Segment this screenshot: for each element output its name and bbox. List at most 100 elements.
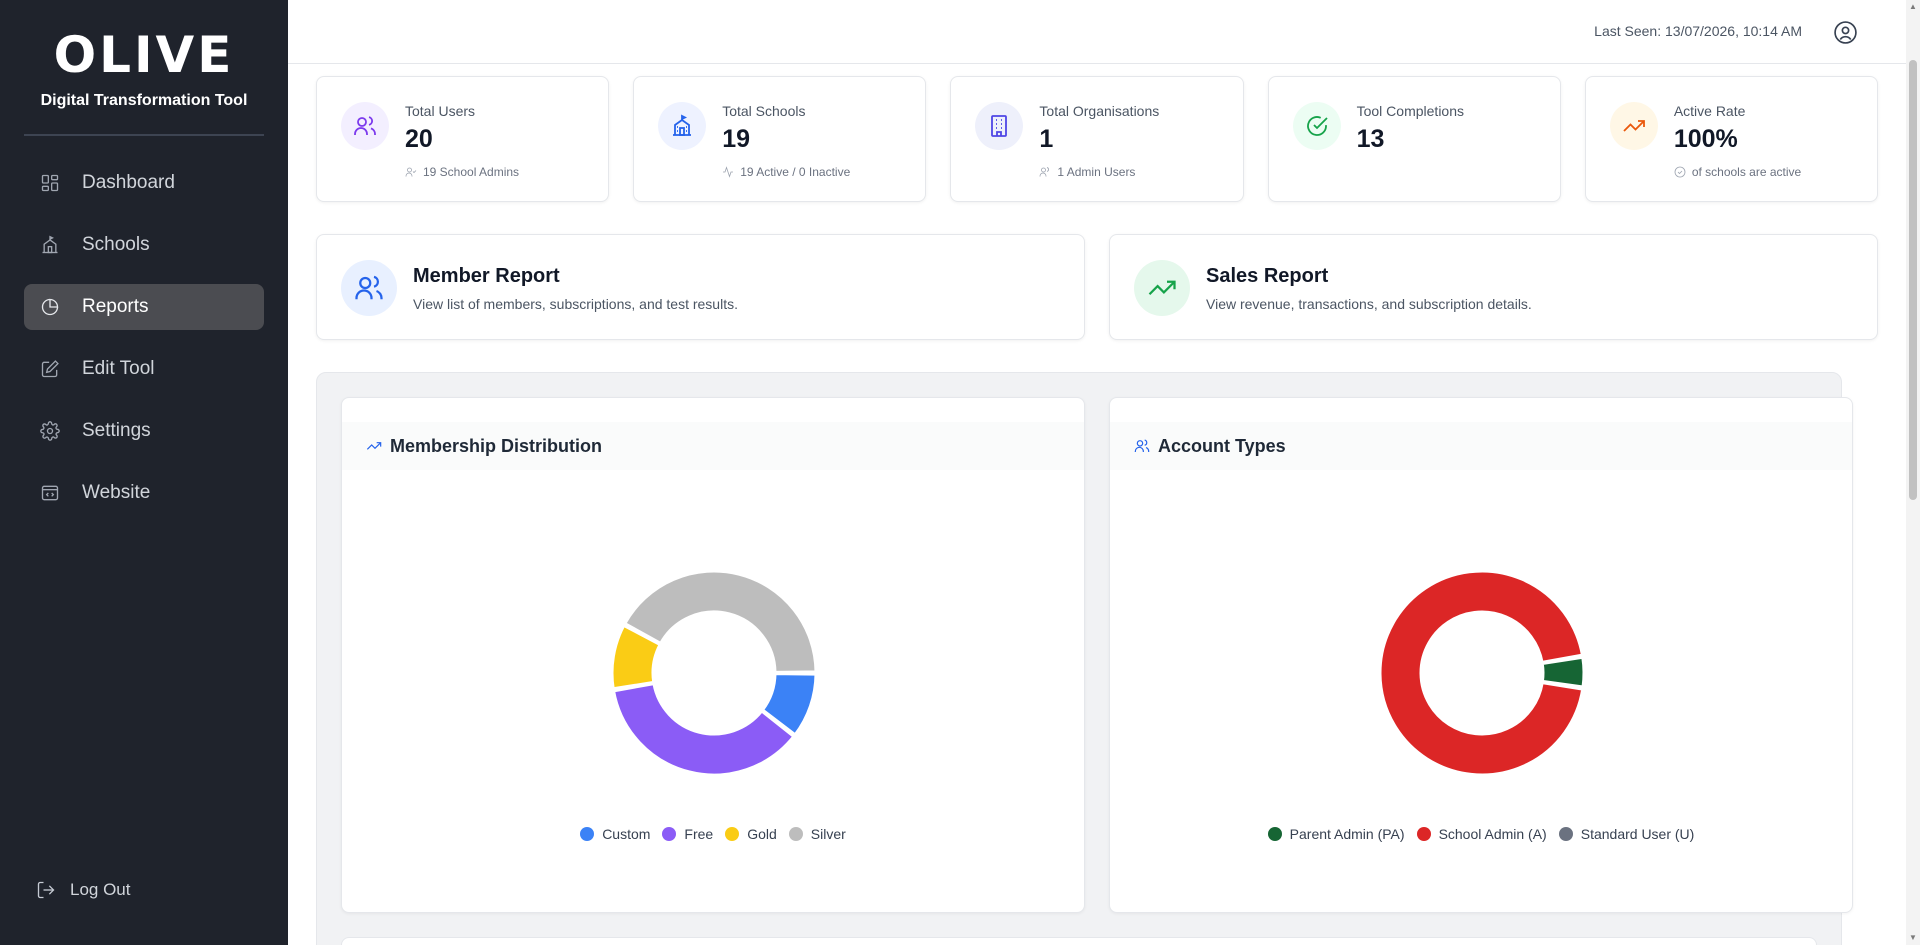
legend-item[interactable]: Silver — [788, 826, 846, 842]
sidebar-item-website[interactable]: Website — [24, 470, 264, 516]
scroll-down-arrow[interactable]: ▼ — [1909, 933, 1917, 942]
stat-sub: 19 Active / 0 Inactive — [740, 165, 851, 179]
legend-swatch — [580, 827, 595, 841]
stat-label: Active Rate — [1673, 103, 1746, 119]
reports-row: Member Report View list of members, subs… — [316, 234, 1878, 340]
stat-value: 20 — [405, 125, 433, 153]
stat-label: Total Organisations — [1039, 103, 1160, 119]
users-icon — [1040, 167, 1050, 177]
stat-sub: 19 School Admins — [423, 165, 520, 179]
stat-label: Tool Completions — [1356, 103, 1464, 119]
report-title: Member Report — [413, 265, 560, 287]
report-description: View revenue, transactions, and subscrip… — [1206, 296, 1532, 312]
legend-label: Silver — [810, 826, 846, 842]
user-check-icon — [405, 167, 417, 177]
check-circle-icon — [1674, 166, 1686, 178]
chart-legend: Custom Free Gold Silver — [342, 826, 1084, 842]
legend-item[interactable]: Free — [662, 826, 713, 842]
last-seen-text: Last Seen: 13/07/2026, 10:14 AM — [1594, 23, 1802, 39]
school-icon — [40, 235, 60, 255]
olive-logo[interactable]: OLIVE — [53, 26, 235, 84]
donut-slice-school-admin-a[interactable] — [1378, 569, 1585, 777]
legend-item[interactable]: Standard User (U) — [1558, 826, 1695, 842]
check-circle-icon — [1292, 102, 1341, 150]
legend-item[interactable]: Parent Admin (PA) — [1267, 826, 1405, 842]
legend-swatch — [1267, 827, 1282, 841]
account-types-donut-chart — [1378, 569, 1586, 777]
legend-label: Custom — [602, 826, 651, 842]
users-icon — [1134, 439, 1150, 452]
stat-sub: 1 Admin Users — [1057, 165, 1136, 179]
stat-value: 100% — [1673, 125, 1738, 153]
brand: OLIVE Digital Transformation Tool — [0, 0, 288, 110]
legend-swatch — [1558, 827, 1573, 841]
legend-label: Free — [684, 826, 714, 842]
chart-title: Membership Distribution — [390, 435, 603, 456]
legend-swatch — [725, 827, 740, 841]
donut-slice-custom[interactable] — [760, 672, 818, 737]
sidebar-item-schools[interactable]: Schools — [24, 222, 264, 268]
pie-chart-icon — [40, 297, 60, 317]
edit-icon — [40, 359, 60, 379]
legend-swatch — [788, 827, 803, 841]
top-header: Last Seen: 13/07/2026, 10:14 AM — [288, 0, 1906, 64]
building-icon — [975, 102, 1024, 150]
stat-card-total-schools: Total Schools 19 19 Active / 0 Inactive — [633, 76, 927, 202]
legend-label: Standard User (U) — [1580, 826, 1695, 842]
donut-slice-free[interactable] — [611, 681, 796, 777]
scroll-thumb[interactable] — [1909, 60, 1917, 500]
sidebar-item-label: Edit Tool — [82, 358, 155, 379]
charts-section: Membership Distribution Custom Free Gold Si… — [316, 372, 1853, 945]
sidebar-item-dashboard[interactable]: Dashboard — [24, 160, 264, 206]
member-report-card[interactable]: Member Report View list of members, subs… — [316, 234, 1085, 340]
report-description: View list of members, subscriptions, and… — [413, 296, 738, 312]
logout-button[interactable]: Log Out — [36, 880, 131, 900]
sidebar-item-label: Website — [82, 482, 151, 503]
legend-item[interactable]: Custom — [580, 826, 650, 842]
page-scrollbar[interactable]: ▲ ▼ — [1906, 0, 1920, 945]
brand-subtitle: Digital Transformation Tool — [40, 92, 248, 109]
trending-up-icon — [366, 442, 382, 450]
stat-sub: of schools are active — [1691, 165, 1802, 179]
stat-value: 1 — [1039, 125, 1054, 153]
user-profile-icon[interactable] — [1833, 20, 1858, 45]
sidebar-item-edit-tool[interactable]: Edit Tool — [24, 346, 264, 392]
legend-swatch — [662, 827, 677, 841]
users-icon — [341, 102, 389, 150]
sidebar: OLIVE Digital Transformation Tool Dashbo… — [0, 0, 288, 945]
stats-row: Total Users 20 19 School Admins Total Sc… — [316, 76, 1879, 202]
report-title: Sales Report — [1206, 265, 1329, 287]
legend-swatch — [1416, 827, 1431, 841]
sidebar-item-reports[interactable]: Reports — [24, 284, 264, 330]
sidebar-item-settings[interactable]: Settings — [24, 408, 264, 454]
school-icon — [658, 102, 707, 150]
sidebar-item-label: Dashboard — [82, 172, 175, 193]
donut-slice-silver[interactable] — [622, 569, 818, 674]
website-icon — [40, 483, 60, 503]
scroll-up-arrow[interactable]: ▲ — [1909, 2, 1917, 11]
sidebar-item-label: Settings — [82, 420, 151, 441]
gear-icon — [40, 421, 60, 441]
logout-label: Log Out — [70, 880, 131, 899]
donut-slice-gold[interactable] — [610, 623, 663, 691]
sidebar-item-label: Reports — [82, 296, 149, 317]
legend-label: School Admin (A) — [1438, 826, 1547, 842]
stat-label: Total Schools — [722, 103, 806, 119]
logout-icon — [37, 881, 55, 899]
membership-distribution-card: Membership Distribution Custom Free Gold Si… — [341, 397, 1085, 913]
stat-label: Total Users — [405, 103, 476, 119]
membership-donut-chart — [610, 569, 818, 777]
activity-icon — [723, 166, 734, 178]
trending-up-icon — [1134, 260, 1190, 316]
legend-item[interactable]: School Admin (A) — [1416, 826, 1547, 842]
chart-legend: Parent Admin (PA) School Admin (A) Standar… — [1110, 826, 1852, 842]
legend-label: Gold — [747, 826, 777, 842]
stat-value: 19 — [722, 125, 751, 153]
stat-card-total-users: Total Users 20 19 School Admins — [316, 76, 610, 202]
account-types-card: Account Types Parent Admin (PA) School Ad… — [1109, 397, 1853, 913]
legend-item[interactable]: Gold — [725, 826, 777, 842]
stat-card-total-organisations: Total Organisations 1 1 Admin Users — [950, 76, 1244, 202]
sidebar-nav: Dashboard Schools Reports Edit Tool Sett… — [0, 160, 288, 516]
sales-report-card[interactable]: Sales Report View revenue, transactions,… — [1109, 234, 1878, 340]
dashboard-icon — [40, 173, 60, 193]
